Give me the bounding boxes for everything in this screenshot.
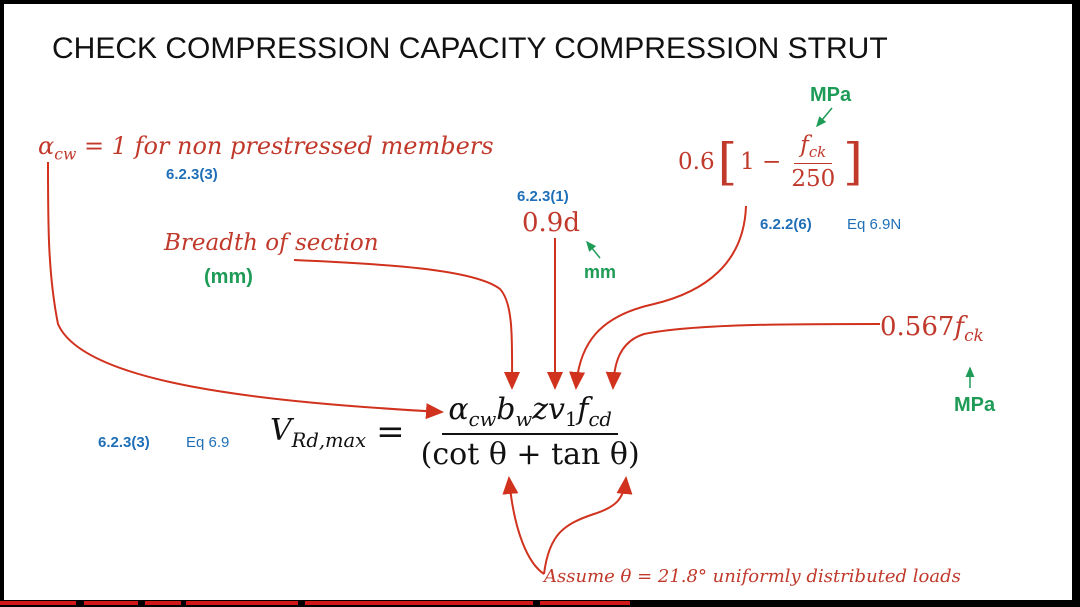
v1-num-sub: ck [808, 143, 827, 162]
v1-expression: 0.6 [ 1 − fck 250 ] [678, 132, 863, 192]
alpha-ref: 6.2.3(3) [166, 166, 218, 183]
progress-segment [540, 601, 630, 605]
fcd-unit: MPa [954, 394, 996, 416]
v1-num: fck [794, 132, 833, 165]
fcd-expression: 0.567fck [880, 312, 984, 345]
page-title: CHECK COMPRESSION CAPACITY COMPRESSION S… [52, 32, 888, 65]
breadth-label: Breadth of section [164, 230, 379, 256]
arrow-alpha [47, 161, 444, 420]
v1-den: 250 [791, 166, 836, 193]
main-numerator: αcwbwzv1fcd [442, 392, 618, 435]
alpha-symbol: α [38, 132, 55, 160]
num-alpha-sub: cw [468, 407, 497, 431]
num-f: f [577, 392, 589, 427]
arrow-mm [586, 240, 601, 259]
annotation-arrows [47, 107, 975, 575]
arrow-theta-right [543, 476, 633, 575]
main-fraction: αcwbwzv1fcd (cot θ + tan θ) [415, 392, 646, 472]
lhs-sym: V [270, 412, 292, 448]
v1-fraction: fck 250 [785, 132, 841, 192]
main-eq-ref: 6.2.3(3) [98, 434, 150, 451]
slide: CHECK COMPRESSION CAPACITY COMPRESSION S… [4, 4, 1072, 600]
main-eq-number: Eq 6.9 [186, 434, 230, 451]
arrow-breadth [293, 259, 521, 390]
z-value: 0.9d [522, 208, 580, 238]
v1-right-bracket: ] [843, 133, 863, 192]
progress-segment [145, 601, 181, 605]
main-denominator: (cot θ + tan θ) [420, 436, 640, 472]
fcd-sub: ck [964, 324, 984, 345]
v1-coef: 0.6 [678, 149, 715, 176]
equals-sign: = [376, 411, 405, 452]
arrow-v1 [569, 205, 747, 390]
alpha-sub: cw [54, 145, 77, 164]
fcd-sym: f [954, 312, 965, 342]
alpha-cw-note: αcw = 1 for non prestressed members [38, 132, 494, 163]
progress-segment [305, 601, 533, 605]
main-equation: VRd,max = αcwbwzv1fcd (cot θ + tan θ) [270, 392, 646, 472]
v1-unit: MPa [810, 84, 852, 106]
num-v-sub: 1 [564, 407, 578, 431]
z-ref: 6.2.3(1) [517, 188, 569, 205]
assume-note: Assume θ = 21.8° uniformly distributed l… [544, 566, 961, 587]
num-zv: zv [532, 392, 565, 427]
num-b: b [496, 392, 516, 427]
progress-segment [84, 601, 138, 605]
num-b-sub: w [515, 407, 533, 431]
lhs-sub: Rd,max [291, 428, 367, 452]
num-alpha: α [448, 392, 469, 427]
fcd-value: 0.567 [880, 312, 955, 342]
v1-ref: 6.2.2(6) [760, 216, 812, 233]
arrow-theta-left [502, 476, 545, 575]
lhs: VRd,max [270, 413, 366, 452]
alpha-note-text: = 1 for non prestressed members [76, 132, 494, 160]
v1-left-bracket: [ [717, 133, 738, 192]
v1-one-minus: 1 − [740, 149, 782, 176]
z-unit: mm [584, 262, 617, 282]
arrow-fcd [605, 323, 881, 390]
v1-eq-ref: Eq 6.9N [847, 216, 902, 233]
progress-segment [186, 601, 298, 605]
v1-num-sym: f [800, 132, 809, 158]
num-f-sub: cd [588, 407, 612, 431]
breadth-unit: (mm) [204, 266, 253, 288]
progress-segment [0, 601, 76, 605]
arrow-mpa-top [816, 107, 833, 128]
